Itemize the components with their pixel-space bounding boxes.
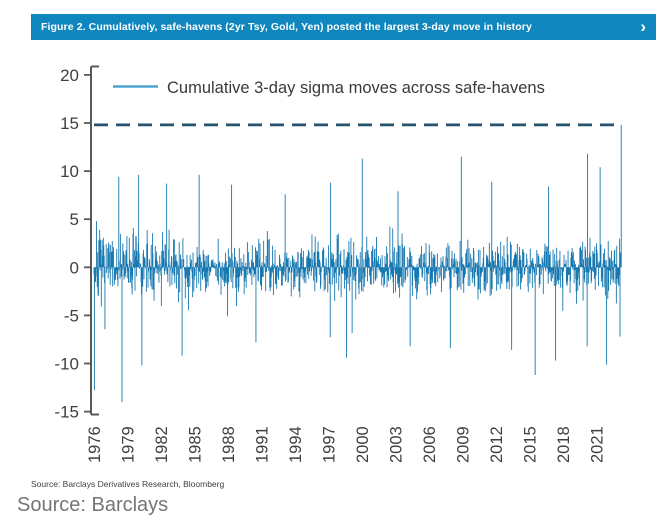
- y-axis: [90, 65, 99, 416]
- x-tick-label: 1985: [187, 426, 205, 463]
- figure-title: Figure 2. Cumulatively, safe-havens (2yr…: [41, 21, 532, 33]
- x-tick-label: 2003: [388, 426, 406, 463]
- x-tick-label: 1976: [86, 426, 104, 463]
- x-tick-label: 2012: [488, 426, 506, 463]
- x-tick-label: 1991: [254, 426, 272, 463]
- x-tick-label: 1982: [153, 426, 171, 463]
- legend: Cumulative 3-day sigma moves across safe…: [113, 79, 545, 97]
- x-tick-label: 1997: [321, 426, 339, 463]
- chevron-right-icon[interactable]: ›: [640, 16, 646, 36]
- x-tick-label: 2021: [589, 426, 607, 463]
- y-axis-labels: 20 15 10 5 0 -5 -10 -15: [54, 66, 91, 422]
- x-tick-label: 2000: [354, 426, 372, 463]
- y-tick-label: -15: [54, 403, 79, 422]
- y-tick-label: 0: [70, 258, 79, 277]
- caption-source: Source: Barclays: [17, 494, 169, 516]
- x-tick-label: 2018: [555, 426, 573, 463]
- y-tick-label: -5: [64, 306, 79, 325]
- chart-source-note: Source: Barclays Derivatives Research, B…: [31, 479, 225, 489]
- y-tick-label: -10: [54, 355, 79, 374]
- x-tick-label: 1988: [220, 426, 238, 463]
- legend-label: Cumulative 3-day sigma moves across safe…: [167, 79, 545, 97]
- x-tick-label: 1994: [287, 426, 305, 463]
- y-tick-label: 15: [60, 114, 79, 133]
- y-tick-label: 5: [70, 210, 79, 229]
- x-tick-label: 1979: [120, 426, 138, 463]
- figure-header-bar[interactable]: Figure 2. Cumulatively, safe-havens (2yr…: [31, 14, 656, 40]
- x-axis-labels: 1976 1979 1982 1985 1988 1991 1994 1997 2000 2003…: [86, 426, 607, 463]
- sigma-series-line: [93, 124, 622, 402]
- x-tick-label: 2015: [522, 426, 540, 463]
- y-tick-label: 10: [60, 162, 79, 181]
- x-tick-label: 2006: [421, 426, 439, 463]
- y-tick-label: 20: [60, 66, 79, 85]
- x-tick-label: 2009: [455, 426, 473, 463]
